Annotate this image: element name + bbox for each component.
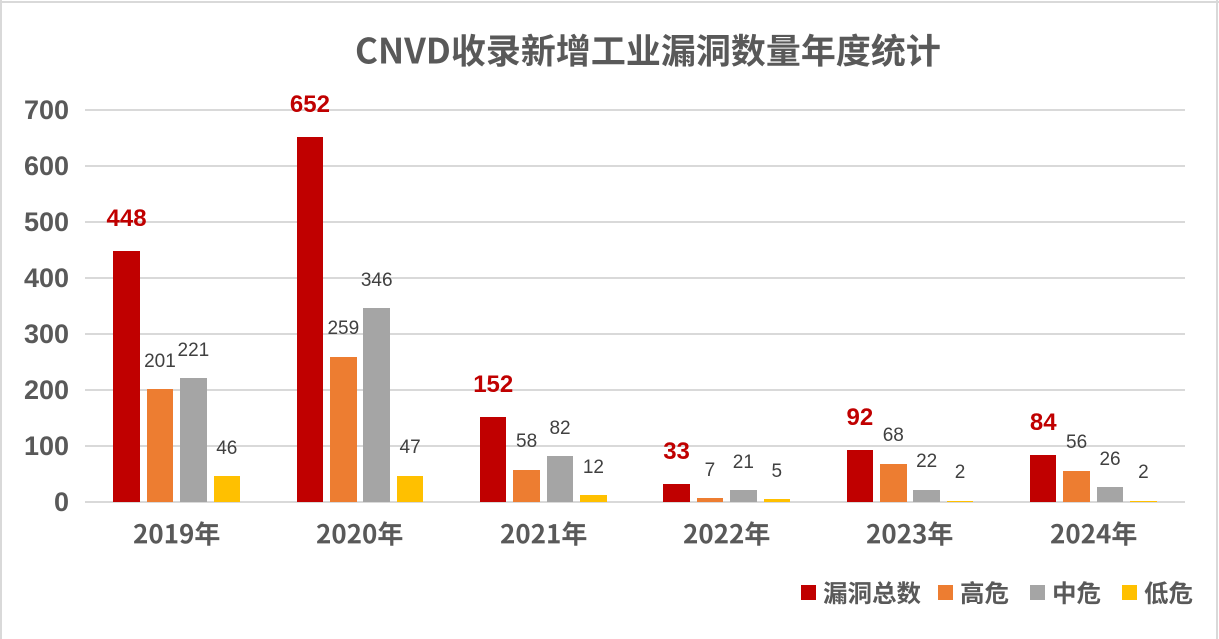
data-label: 33 bbox=[663, 437, 690, 465]
data-label: 152 bbox=[473, 370, 514, 398]
bar-高危-2019年 bbox=[146, 389, 174, 502]
data-label: 7 bbox=[704, 459, 716, 481]
y-tick-label: 600 bbox=[23, 150, 69, 181]
bar-高危-2021年 bbox=[513, 469, 540, 502]
legend-swatch bbox=[937, 585, 953, 600]
y-tick-label: 0 bbox=[53, 486, 69, 517]
x-category-label bbox=[316, 520, 403, 554]
bar-漏洞总数-2024年 bbox=[1029, 454, 1057, 502]
gridline bbox=[85, 333, 1185, 335]
data-label: 201 bbox=[144, 350, 176, 372]
bar-高危-2022年 bbox=[696, 498, 724, 502]
data-label: 652 bbox=[289, 90, 330, 118]
bar-中危-2021年 bbox=[546, 456, 574, 502]
data-label: 84 bbox=[1029, 408, 1057, 436]
legend-swatch bbox=[1029, 585, 1045, 600]
legend-swatch bbox=[801, 585, 816, 600]
y-tick-label: 700 bbox=[23, 94, 69, 125]
bar-中危-2019年 bbox=[180, 378, 207, 502]
bar-高危-2024年 bbox=[1063, 470, 1090, 502]
data-label: 82 bbox=[549, 417, 571, 439]
data-label: 21 bbox=[732, 451, 754, 473]
legend-label bbox=[960, 580, 1009, 612]
bar-漏洞总数-2021年 bbox=[479, 416, 507, 502]
data-label: 22 bbox=[916, 451, 938, 473]
gridline bbox=[85, 277, 1185, 279]
y-tick-label: 300 bbox=[23, 318, 69, 349]
data-label: 58 bbox=[516, 431, 538, 453]
x-category-label bbox=[683, 520, 770, 554]
bar-低危-2022年 bbox=[763, 499, 791, 502]
y-tick-label: 500 bbox=[23, 206, 69, 237]
data-label: 56 bbox=[1066, 432, 1088, 454]
x-category-label bbox=[1050, 520, 1137, 554]
legend-label bbox=[823, 580, 921, 612]
data-label: 5 bbox=[771, 460, 783, 482]
bar-漏洞总数-2020年 bbox=[296, 136, 324, 502]
bar-低危-2024年 bbox=[1130, 500, 1157, 502]
y-tick-label: 100 bbox=[23, 430, 69, 461]
chart-title bbox=[355, 32, 941, 76]
frame-border-right bbox=[1216, 0, 1218, 639]
data-label: 221 bbox=[177, 339, 210, 361]
data-label: 47 bbox=[399, 437, 421, 459]
legend-swatch bbox=[1121, 585, 1137, 600]
x-category-label bbox=[500, 520, 587, 554]
bar-低危-2021年 bbox=[580, 495, 607, 502]
data-label: 68 bbox=[882, 425, 904, 447]
y-tick-label: 200 bbox=[23, 374, 69, 405]
legend-label bbox=[1144, 580, 1193, 612]
bar-低危-2019年 bbox=[213, 476, 241, 502]
x-axis-line bbox=[85, 501, 1185, 503]
bar-低危-2020年 bbox=[396, 475, 424, 502]
bar-漏洞总数-2019年 bbox=[113, 251, 140, 502]
bar-低危-2023年 bbox=[946, 500, 974, 502]
data-label: 12 bbox=[582, 456, 604, 478]
gridline bbox=[85, 445, 1185, 447]
gridline bbox=[85, 109, 1185, 111]
bar-中危-2023年 bbox=[913, 489, 940, 502]
data-label: 46 bbox=[216, 437, 238, 459]
gridline bbox=[85, 165, 1185, 167]
data-label: 346 bbox=[360, 269, 393, 291]
bar-中危-2022年 bbox=[730, 490, 757, 502]
data-label: 26 bbox=[1099, 448, 1121, 470]
legend-label bbox=[1052, 580, 1101, 612]
data-label: 448 bbox=[106, 205, 147, 233]
frame-border-left bbox=[0, 0, 2, 639]
bar-高危-2020年 bbox=[330, 356, 357, 502]
data-label: 2 bbox=[954, 462, 966, 484]
frame-border-top bbox=[0, 1, 1219, 3]
x-category-label bbox=[866, 520, 953, 554]
x-category-label bbox=[133, 520, 220, 554]
gridline bbox=[85, 389, 1185, 391]
y-tick-label: 400 bbox=[23, 262, 69, 293]
gridline bbox=[85, 221, 1185, 223]
data-label: 92 bbox=[846, 404, 874, 432]
bar-漏洞总数-2022年 bbox=[663, 483, 690, 502]
bar-中危-2020年 bbox=[363, 308, 390, 502]
bar-中危-2024年 bbox=[1096, 487, 1124, 502]
bar-高危-2023年 bbox=[880, 463, 907, 502]
data-label: 259 bbox=[327, 318, 360, 340]
bar-漏洞总数-2023年 bbox=[846, 450, 874, 502]
data-label: 2 bbox=[1138, 462, 1149, 484]
